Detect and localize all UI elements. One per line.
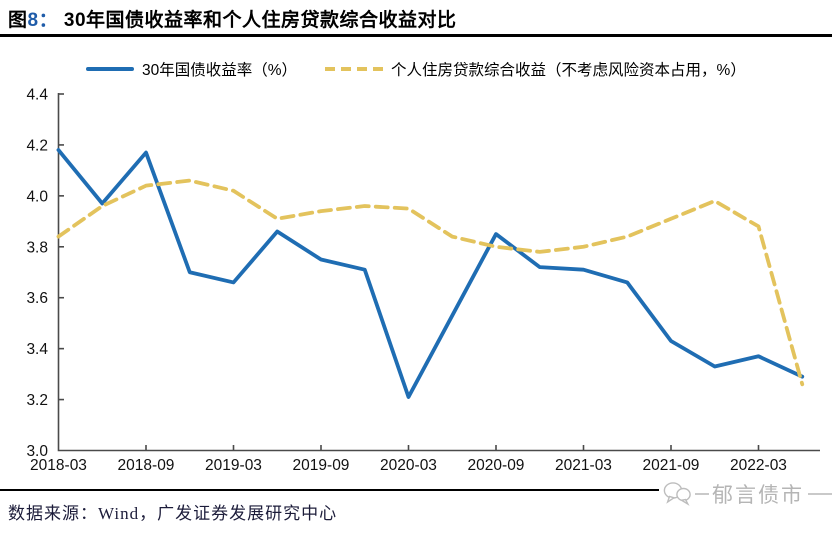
svg-text:3.0: 3.0	[26, 443, 48, 460]
series-line-1	[56, 178, 805, 387]
svg-text:2020-03: 2020-03	[380, 457, 437, 474]
figure-title-text: 30年国债收益率和个人住房贷款综合收益对比	[63, 10, 457, 31]
figure-prefix: 图	[8, 10, 28, 31]
watermark-text: 郁言债市	[712, 484, 804, 507]
legend-label: 30年国债收益率（%）	[142, 62, 298, 79]
series-line-0	[56, 148, 805, 399]
watermark-divider	[695, 493, 709, 495]
svg-text:4.2: 4.2	[26, 137, 48, 154]
legend-item-treasury: 30年国债收益率（%）	[86, 58, 297, 80]
svg-text:2019-09: 2019-09	[293, 457, 350, 474]
svg-text:2021-03: 2021-03	[555, 457, 612, 474]
svg-text:4.0: 4.0	[26, 188, 48, 205]
svg-text:2018-03: 2018-03	[30, 457, 87, 474]
svg-text:3.6: 3.6	[26, 290, 48, 307]
legend-label: 个人住房贷款综合收益（不考虑风险资本占用，%）	[391, 62, 746, 79]
data-source: 数据来源：Wind，广发证券发展研究中心	[8, 504, 338, 523]
dashed-line-swatch	[325, 67, 384, 71]
svg-text:2020-09: 2020-09	[468, 457, 525, 474]
svg-text:3.4: 3.4	[26, 341, 48, 358]
x-axis-tick-labels: 2018-03 2018-09 2019-03 2019-09 2020-03 2020-…	[30, 457, 787, 474]
svg-text:3.8: 3.8	[26, 239, 48, 256]
figure-number: 8：	[27, 10, 59, 31]
svg-text:2021-09: 2021-09	[643, 457, 700, 474]
watermark-tail-line	[808, 493, 832, 495]
footer-rule	[0, 489, 832, 491]
svg-text:4.4: 4.4	[26, 87, 48, 104]
chart-legend: 30年国债收益率（%） 个人住房贷款综合收益（不考虑风险资本占用，%）	[86, 58, 746, 80]
axes	[57, 93, 820, 452]
svg-text:2018-09: 2018-09	[118, 457, 175, 474]
svg-text:2019-03: 2019-03	[205, 457, 262, 474]
svg-text:2022-03: 2022-03	[730, 457, 787, 474]
title-underline	[0, 34, 832, 37]
y-axis-tick-labels: 3.0 3.2 3.4 3.6 3.8 4.0 4.2 4.4	[26, 87, 48, 461]
watermark: 郁言债市	[659, 477, 832, 511]
solid-line-swatch	[86, 67, 134, 71]
figure-title: 图8： 30年国债收益率和个人住房贷款综合收益对比	[8, 5, 457, 32]
legend-item-mortgage: 个人住房贷款综合收益（不考虑风险资本占用，%）	[325, 58, 746, 80]
svg-text:3.2: 3.2	[26, 392, 48, 409]
wechat-bubbles-icon	[663, 482, 691, 506]
